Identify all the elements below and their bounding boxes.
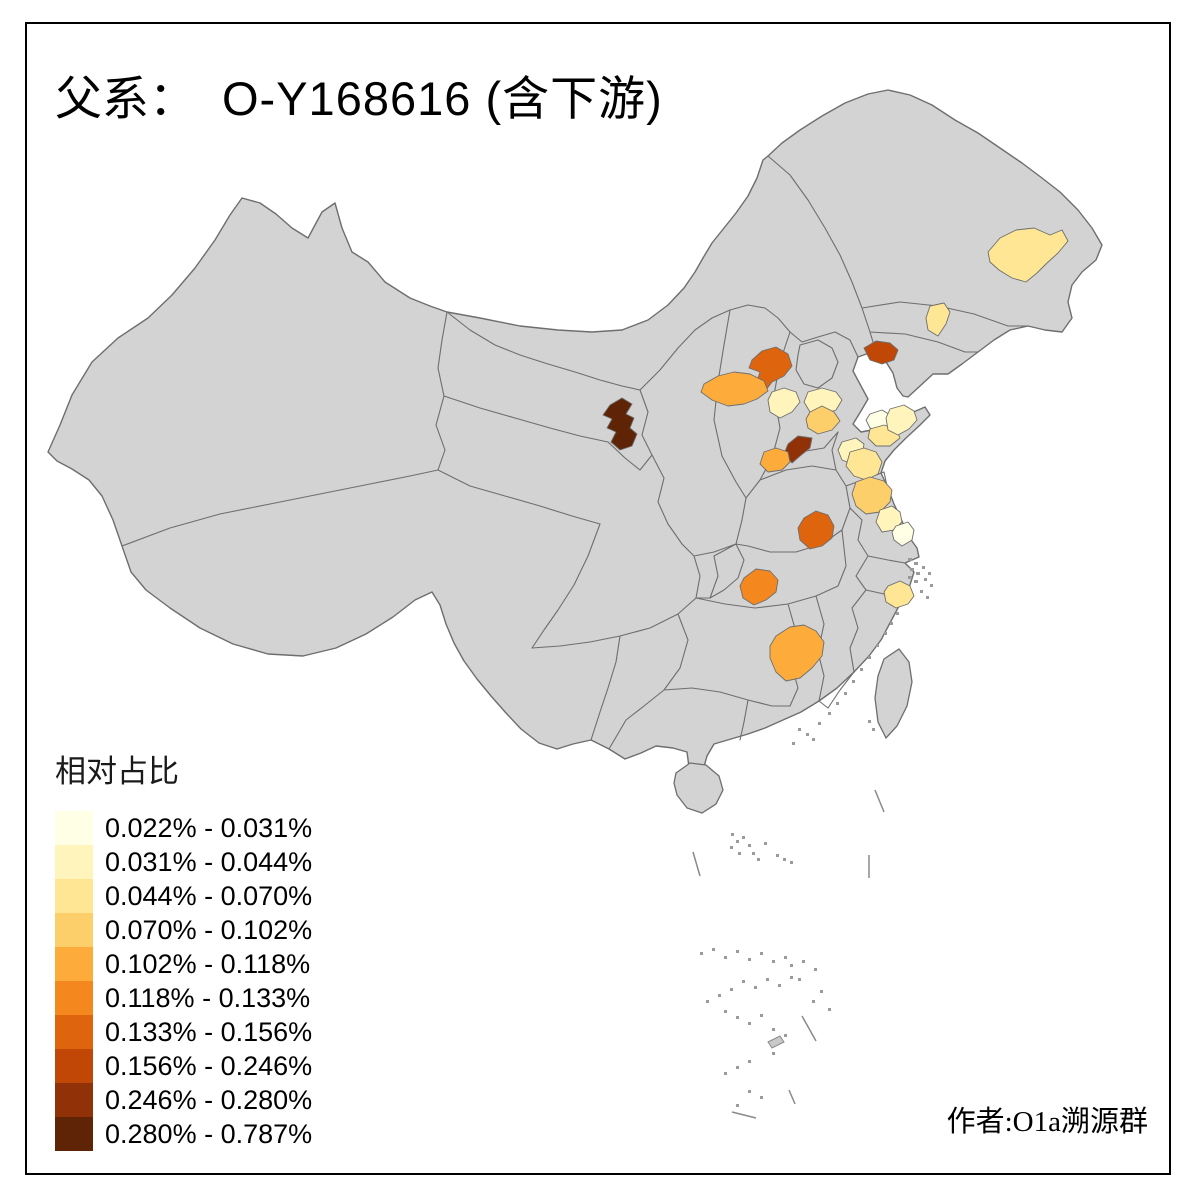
- title-prefix: 父系：: [55, 74, 196, 126]
- legend-label: 0.156% - 0.246%: [105, 1050, 313, 1081]
- map-region-hengshui: [805, 405, 841, 435]
- legend: 相对占比 0.022% - 0.031% 0.031% - 0.044% 0.0…: [55, 746, 312, 1151]
- map-region-panjin: [863, 340, 899, 365]
- legend-swatch: [55, 1117, 93, 1151]
- legend-row: 0.031% - 0.044%: [55, 845, 312, 879]
- legend-row: 0.044% - 0.070%: [55, 879, 312, 913]
- map-region-linyi: [845, 447, 883, 481]
- author-credit: 作者:O1a溯源群: [946, 1106, 1148, 1138]
- legend-label: 0.118% - 0.133%: [105, 982, 311, 1013]
- legend-row: 0.133% - 0.156%: [55, 1015, 312, 1049]
- legend-row: 0.280% - 0.787%: [55, 1117, 312, 1151]
- legend-label: 0.070% - 0.102%: [105, 914, 313, 945]
- legend-swatch: [55, 1015, 93, 1049]
- map-region-changchun: [925, 302, 951, 337]
- legend-rows: 0.022% - 0.031% 0.031% - 0.044% 0.044% -…: [55, 811, 312, 1151]
- map-region-hubei-suizhou: [797, 510, 835, 550]
- legend-label: 0.031% - 0.044%: [105, 846, 313, 877]
- legend-swatch: [55, 845, 93, 879]
- legend-title: 相对占比: [55, 754, 179, 789]
- legend-label: 0.044% - 0.070%: [105, 880, 313, 911]
- map-region-yantai: [885, 404, 918, 436]
- hainan-island: [673, 762, 724, 814]
- legend-swatch: [55, 811, 93, 845]
- map-region-huaian: [851, 476, 893, 515]
- map-region-luoyang: [759, 447, 791, 473]
- legend-row: 0.102% - 0.118%: [55, 947, 312, 981]
- title-main: O-Y168616 (含下游): [222, 72, 663, 125]
- legend-swatch: [55, 879, 93, 913]
- legend-row: 0.156% - 0.246%: [55, 1049, 312, 1083]
- legend-row: 0.118% - 0.133%: [55, 981, 312, 1015]
- map-region-ningbo: [883, 580, 915, 609]
- map-region-changde: [739, 568, 779, 606]
- legend-row: 0.246% - 0.280%: [55, 1083, 312, 1117]
- legend-label: 0.133% - 0.156%: [105, 1016, 313, 1047]
- legend-swatch: [55, 913, 93, 947]
- legend-swatch: [55, 1049, 93, 1083]
- map-region-chenzhou: [769, 624, 825, 682]
- page-title: 父系： O-Y168616 (含下游): [55, 60, 663, 129]
- legend-swatch: [55, 947, 93, 981]
- map-region-lanzhou: [602, 397, 638, 451]
- map-region-datong: [700, 371, 769, 407]
- map-region-harbin: [987, 227, 1069, 283]
- legend-swatch: [55, 1083, 93, 1117]
- legend-swatch: [55, 981, 93, 1015]
- map-region-nantong: [891, 521, 915, 547]
- legend-label: 0.102% - 0.118%: [105, 948, 311, 979]
- map-region-cangzhou: [803, 387, 843, 416]
- legend-label: 0.280% - 0.787%: [105, 1118, 313, 1149]
- legend-row: 0.070% - 0.102%: [55, 913, 312, 947]
- taiwan-island: [874, 648, 913, 740]
- south-china-sea-islets: [692, 558, 933, 1119]
- legend-label: 0.246% - 0.280%: [105, 1084, 313, 1115]
- legend-label: 0.022% - 0.031%: [105, 812, 313, 843]
- map-region-baoding: [767, 387, 801, 419]
- legend-row: 0.022% - 0.031%: [55, 811, 312, 845]
